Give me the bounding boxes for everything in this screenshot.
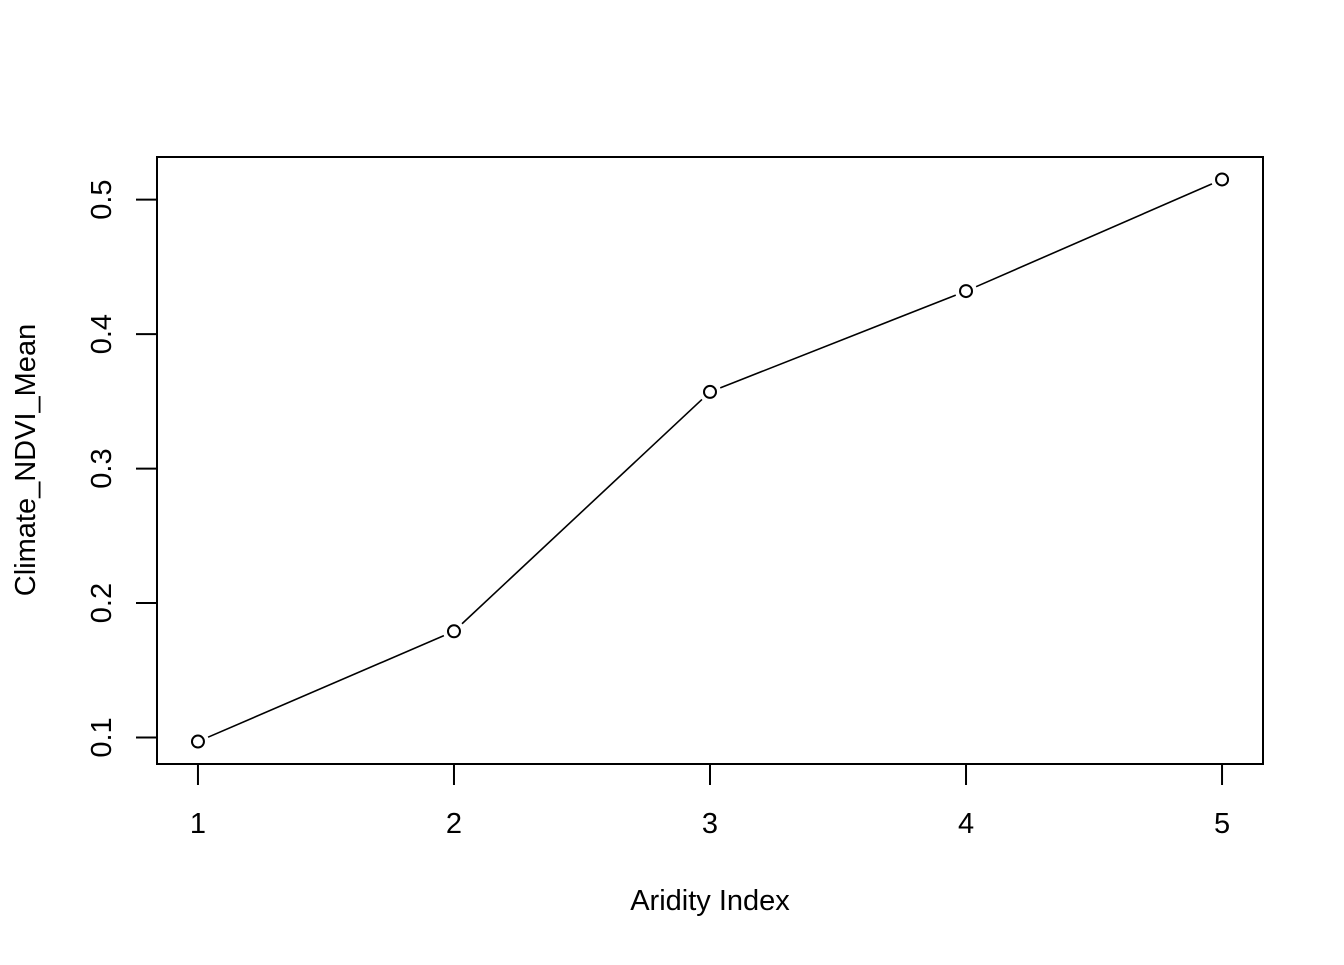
y-tick-label: 0.4	[86, 314, 118, 354]
y-axis-label: Climate_NDVI_Mean	[10, 324, 42, 596]
series-line-segment	[975, 183, 1213, 288]
x-axis-label: Aridity Index	[630, 885, 790, 917]
plot-frame	[156, 156, 1264, 765]
data-point	[703, 384, 717, 399]
x-tick-label: 3	[702, 808, 718, 840]
data-point	[1215, 172, 1230, 187]
series-line-segment	[461, 398, 703, 625]
series-line-segment	[719, 294, 957, 389]
data-point	[190, 734, 205, 749]
data-point	[959, 284, 974, 299]
x-tick-label: 5	[1214, 808, 1230, 840]
y-tick-label: 0.5	[86, 179, 118, 219]
series-layer	[190, 172, 1230, 749]
y-tick-label: 0.3	[86, 448, 118, 488]
y-axis: 0.1 0.2 0.3 0.4 0.5	[86, 179, 158, 758]
series-line-segment	[207, 634, 445, 738]
y-tick-label: 0.1	[86, 717, 118, 757]
y-tick-label: 0.2	[86, 583, 118, 623]
x-tick-label: 2	[446, 808, 462, 840]
x-tick-label: 1	[190, 808, 206, 840]
data-point	[446, 624, 461, 639]
x-axis: 1 2 3 4 5	[190, 763, 1230, 840]
x-tick-label: 4	[958, 808, 974, 840]
